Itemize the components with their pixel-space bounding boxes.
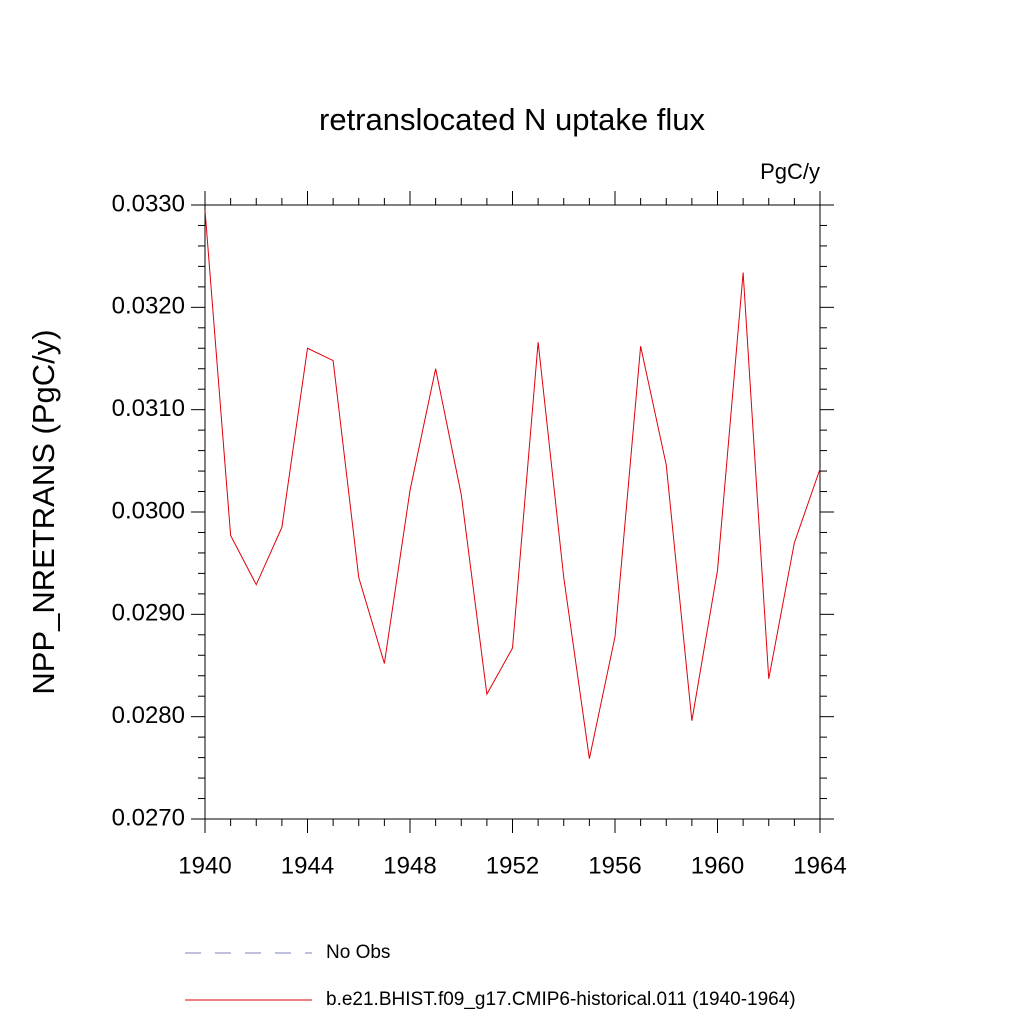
y-tick-label: 0.0280 <box>112 702 185 729</box>
x-tick-label: 1956 <box>588 852 641 879</box>
legend-label: No Obs <box>326 942 390 963</box>
x-tick-label: 1940 <box>178 852 231 879</box>
y-tick-label: 0.0330 <box>112 190 185 217</box>
data-line <box>204 210 821 759</box>
y-tick-label: 0.0310 <box>112 395 185 422</box>
y-axis-label: NPP_NRETRANS (PgC/y) <box>26 329 61 694</box>
units-label: PgC/y <box>760 159 820 184</box>
chart-title: retranslocated N uptake flux <box>319 102 705 137</box>
x-tick-label: 1948 <box>383 852 436 879</box>
y-tick-label: 0.0270 <box>112 804 185 831</box>
y-tick-label: 0.0290 <box>112 600 185 627</box>
legend-label: b.e21.BHIST.f09_g17.CMIP6-historical.011… <box>326 989 796 1010</box>
x-tick-label: 1960 <box>691 852 744 879</box>
x-tick-label: 1964 <box>793 852 846 879</box>
x-tick-label: 1944 <box>281 852 334 879</box>
y-tick-label: 0.0320 <box>112 293 185 320</box>
y-tick-label: 0.0300 <box>112 497 185 524</box>
x-tick-label: 1952 <box>486 852 539 879</box>
